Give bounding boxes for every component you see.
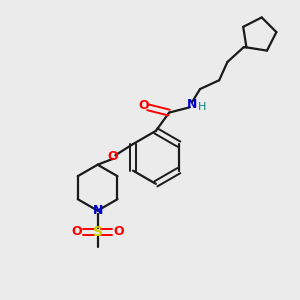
Text: H: H (198, 102, 206, 112)
Text: N: N (92, 204, 103, 217)
Text: O: O (107, 150, 118, 163)
Text: N: N (187, 98, 197, 111)
Text: O: O (113, 225, 124, 239)
Text: O: O (71, 225, 82, 239)
Text: S: S (93, 225, 103, 239)
Text: O: O (139, 99, 149, 112)
